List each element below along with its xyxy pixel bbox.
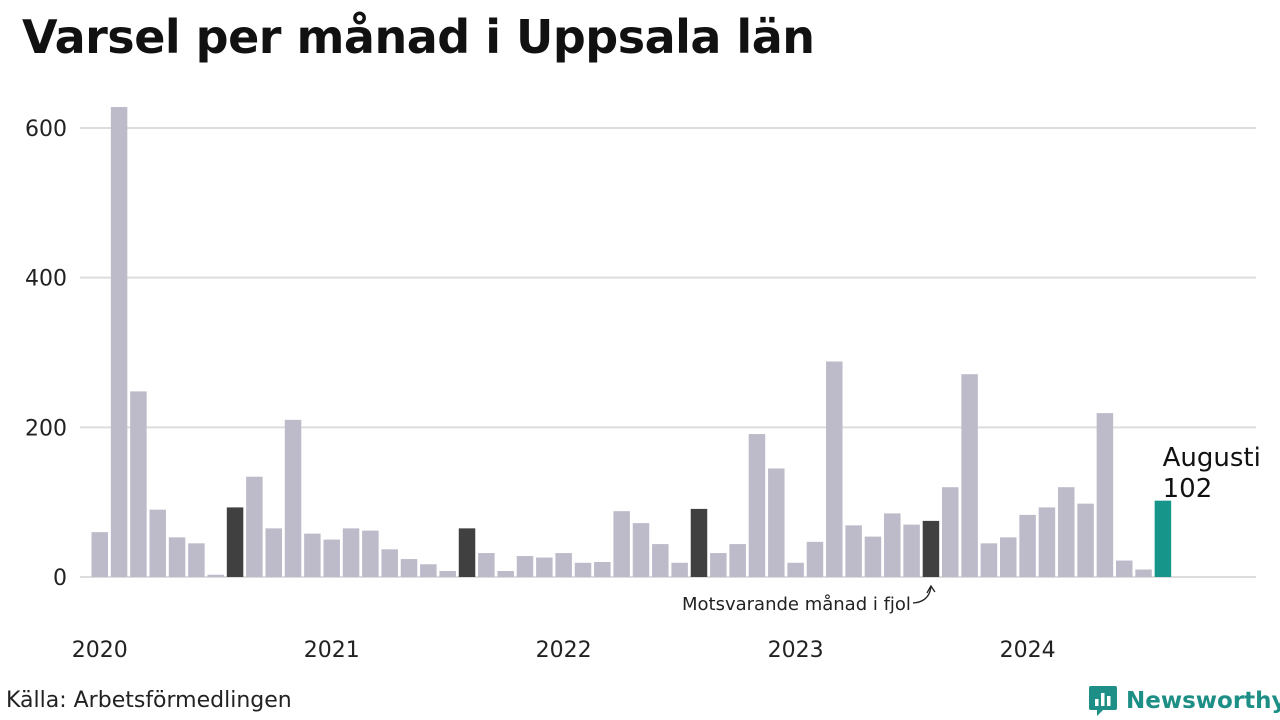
bar-2023-11 bbox=[980, 543, 998, 577]
bar-2020-12 bbox=[304, 533, 321, 577]
bar-2022-12 bbox=[768, 468, 785, 577]
bar-2021-11 bbox=[516, 556, 534, 577]
bar-2023-06 bbox=[884, 513, 901, 577]
bar-2021-04 bbox=[381, 549, 398, 577]
source-note: Källa: Arbetsförmedlingen bbox=[6, 688, 292, 713]
bar-2021-08 bbox=[458, 528, 476, 577]
bar-2020-01 bbox=[91, 532, 108, 577]
bar-2024-05 bbox=[1096, 413, 1114, 577]
bar-2021-12 bbox=[536, 557, 553, 577]
x-axis-ticks: 2020 2021 2022 2023 2024 bbox=[72, 638, 1056, 663]
bar-2024-08 bbox=[1154, 500, 1172, 577]
x-tick-label: 2022 bbox=[536, 638, 592, 663]
bar-2020-11 bbox=[284, 419, 302, 577]
bar-chart: 0 200 400 600 2020 2021 2022 2023 2024 Motsvara… bbox=[25, 107, 1261, 663]
bar-2020-05 bbox=[168, 537, 186, 577]
bar-2024-07 bbox=[1135, 569, 1152, 577]
latest-value-label: 102 bbox=[1163, 474, 1213, 504]
bar-2023-07 bbox=[903, 524, 920, 577]
bar-2022-05 bbox=[632, 523, 650, 577]
bar-2020-07 bbox=[207, 574, 224, 577]
bar-2021-07 bbox=[439, 571, 456, 577]
bar-2022-10 bbox=[729, 544, 746, 577]
bar-2022-08 bbox=[690, 508, 708, 577]
bar-2020-02 bbox=[110, 107, 128, 578]
latest-month-label: Augusti bbox=[1163, 443, 1261, 473]
bar-2021-09 bbox=[478, 553, 495, 577]
x-tick-label: 2024 bbox=[1000, 638, 1056, 663]
y-axis-ticks: 0 200 400 600 bbox=[25, 117, 67, 591]
bar-2023-09 bbox=[942, 487, 959, 577]
bar-2022-04 bbox=[613, 511, 630, 577]
x-tick-label: 2023 bbox=[768, 638, 824, 663]
y-tick-label: 600 bbox=[25, 117, 67, 142]
bar-2021-02 bbox=[342, 528, 360, 577]
x-tick-label: 2021 bbox=[304, 638, 360, 663]
bar-2024-01 bbox=[1019, 514, 1036, 577]
bar-2020-08 bbox=[226, 507, 244, 577]
annotations: Motsvarande månad i fjol Augusti 102 bbox=[682, 443, 1261, 615]
y-tick-label: 0 bbox=[53, 566, 67, 591]
bar-2020-06 bbox=[188, 543, 205, 577]
bar-2022-07 bbox=[671, 562, 688, 577]
bar-2022-06 bbox=[652, 544, 669, 577]
chart-title: Varsel per månad i Uppsala län bbox=[22, 10, 815, 64]
previous-year-annotation: Motsvarande månad i fjol bbox=[682, 594, 911, 615]
bar-2020-03 bbox=[130, 391, 147, 577]
bar-2023-03 bbox=[826, 361, 843, 577]
brand-name: Newsworthy bbox=[1126, 688, 1280, 714]
bar-2024-03 bbox=[1058, 487, 1075, 577]
bar-2023-12 bbox=[1000, 537, 1017, 577]
bar-2022-02 bbox=[574, 562, 592, 577]
bar-2020-10 bbox=[265, 528, 282, 577]
annotation-arrow-icon bbox=[912, 584, 936, 604]
bar-2022-11 bbox=[748, 434, 766, 577]
bar-2023-02 bbox=[806, 541, 824, 577]
bar-2020-09 bbox=[246, 476, 263, 577]
bar-2021-01 bbox=[323, 539, 340, 577]
bar-2024-06 bbox=[1115, 560, 1133, 577]
bar-2022-01 bbox=[555, 553, 572, 577]
bar-2023-05 bbox=[864, 536, 882, 577]
bar-2022-03 bbox=[594, 562, 611, 577]
bar-2024-04 bbox=[1077, 503, 1094, 577]
bar-2023-04 bbox=[845, 525, 862, 577]
bar-2021-06 bbox=[420, 564, 437, 577]
bar-2022-09 bbox=[710, 553, 727, 577]
x-tick-label: 2020 bbox=[72, 638, 128, 663]
bar-2021-05 bbox=[400, 559, 418, 577]
newsworthy-logo-icon bbox=[1089, 686, 1117, 716]
bar-2021-03 bbox=[362, 530, 379, 577]
bar-2023-10 bbox=[961, 374, 978, 577]
brand-logo: Newsworthy bbox=[1088, 684, 1280, 718]
bar-2020-04 bbox=[149, 509, 166, 577]
y-tick-label: 200 bbox=[25, 416, 67, 441]
y-tick-label: 400 bbox=[25, 267, 67, 292]
bar-2023-01 bbox=[787, 562, 804, 577]
bar-2023-08 bbox=[922, 520, 940, 578]
bars bbox=[91, 107, 1172, 578]
bar-2021-10 bbox=[497, 571, 514, 577]
bar-2024-02 bbox=[1038, 507, 1056, 577]
